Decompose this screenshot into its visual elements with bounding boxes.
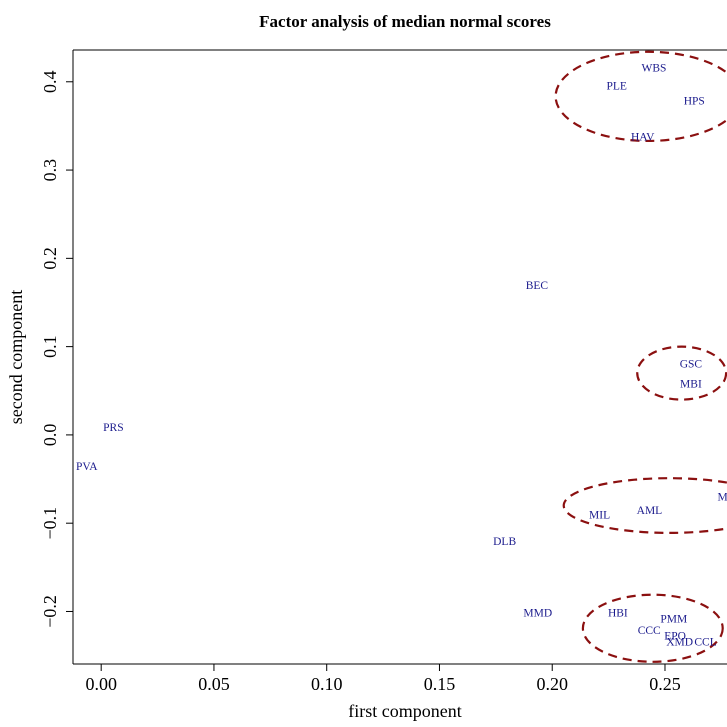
y-tick-label: −0.2 [40, 595, 60, 628]
cluster-ellipse [581, 593, 724, 663]
ellipse-layer [554, 50, 727, 663]
point-label: AML [637, 505, 663, 517]
x-tick-label: 0.15 [424, 674, 456, 694]
point-label: MDS [717, 492, 727, 504]
x-tick-label: 0.05 [198, 674, 230, 694]
point-label: MMD [523, 607, 552, 619]
y-tick-label: 0.1 [40, 335, 60, 358]
point-label: WBS [641, 63, 666, 75]
point-label: GSC [680, 358, 703, 370]
point-label: HPS [684, 95, 705, 107]
x-tick-label: 0.00 [85, 674, 117, 694]
point-label: EPO [664, 630, 686, 642]
y-tick-label: −0.1 [40, 507, 60, 540]
x-tick-label: 0.25 [649, 674, 681, 694]
y-axis-label: second component [6, 290, 26, 424]
cluster-ellipse [562, 477, 727, 534]
y-tick-label: 0.4 [40, 71, 60, 94]
point-label: PLE [606, 80, 626, 92]
point-label: HAV [631, 132, 655, 144]
cluster-ellipse [636, 345, 727, 401]
x-axis-label: first component [348, 701, 461, 721]
x-tick-label: 0.20 [536, 674, 568, 694]
point-label: BEC [526, 280, 549, 292]
point-label: DLB [493, 536, 516, 548]
point-layer: WBS PLE HPS HAV BEC GSC MBI PRS PVA MDS AML MIL DLB M… [76, 63, 727, 649]
point-label: PVA [76, 461, 98, 473]
y-tick-label: 0.0 [40, 424, 60, 447]
point-label: MBI [680, 379, 702, 391]
x-tick-label: 0.10 [311, 674, 343, 694]
y-tick-label: 0.3 [40, 159, 60, 182]
y-tick-label: 0.2 [40, 247, 60, 270]
point-label: HBI [608, 607, 628, 619]
point-label: CCL [694, 636, 716, 648]
x-axis: 0.00 0.05 0.10 0.15 0.20 0.25 [85, 664, 681, 694]
point-label: PRS [103, 422, 123, 434]
point-label: PMM [660, 614, 687, 626]
cluster-ellipse [554, 50, 727, 143]
chart-title: Factor analysis of median normal scores [259, 12, 551, 31]
point-label: MIL [589, 509, 610, 521]
y-axis: −0.2 −0.1 0.0 0.1 0.2 0.3 0.4 [40, 71, 73, 628]
point-label: CCC [638, 625, 661, 637]
point-label: XMD [666, 636, 693, 648]
